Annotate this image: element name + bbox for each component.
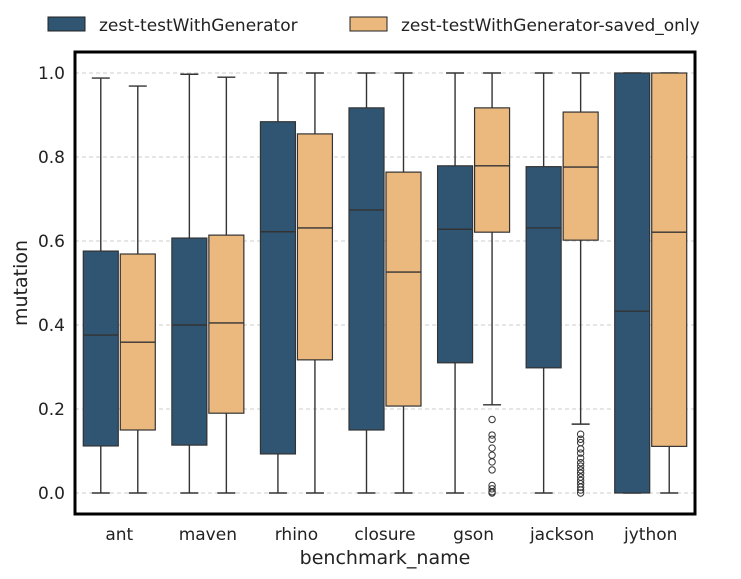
box-jackson-saved-only: [562, 72, 599, 497]
boxes: [82, 72, 688, 497]
box-closure-saved-only: [385, 72, 422, 494]
y-axis-label: mutation: [10, 240, 32, 326]
box-rhino-zest: [259, 72, 297, 494]
box-iqr: [348, 107, 385, 431]
box-iqr: [614, 72, 651, 494]
outlier-point: [576, 462, 585, 470]
outlier-point: [488, 466, 496, 474]
outlier-point: [576, 486, 585, 494]
outlier-point: [576, 466, 585, 474]
outlier-point: [488, 435, 496, 443]
box-ant-zest: [82, 77, 119, 494]
x-tick-label: maven: [179, 525, 237, 545]
x-tick-label: rhino: [275, 525, 318, 545]
y-tick-label: 0.4: [38, 316, 65, 336]
box-iqr: [296, 133, 334, 361]
outlier-point: [488, 451, 496, 459]
box-rhino-saved-only: [296, 72, 334, 494]
box-gson-zest: [436, 72, 474, 494]
x-tick-label: gson: [453, 525, 494, 545]
legend-label-zest-testWithGenerator-saved-only: zest-testWithGenerator-saved_only: [401, 16, 700, 36]
legend-swatch-zest-testWithGenerator: [47, 16, 86, 32]
box-iqr: [525, 166, 562, 369]
outlier-point: [488, 431, 496, 439]
outlier-point: [576, 445, 585, 453]
box-iqr: [436, 165, 474, 364]
x-tick-label: ant: [105, 525, 133, 545]
outlier-point: [576, 454, 585, 462]
x-tick-label: closure: [354, 525, 415, 545]
y-tick-label: 1.0: [38, 64, 65, 84]
legend: zest-testWithGenerator zest-testWithGene…: [47, 16, 700, 36]
box-maven-saved-only: [208, 76, 245, 494]
box-iqr: [562, 111, 599, 241]
x-tick-label: jython: [623, 525, 677, 545]
box-gson-saved-only: [473, 72, 511, 497]
box-iqr: [208, 234, 245, 414]
legend-swatch-zest-testWithGenerator-saved-only: [349, 16, 388, 32]
y-tick-label: 0.8: [38, 148, 65, 168]
outlier-point: [488, 415, 496, 424]
box-jython-saved-only: [651, 72, 688, 494]
box-closure-zest: [348, 72, 385, 494]
box-jython-zest: [614, 72, 651, 494]
outlier-point: [488, 458, 496, 466]
legend-label-zest-testWithGenerator: zest-testWithGenerator: [99, 16, 298, 36]
y-tick-label: 0.0: [38, 484, 65, 504]
outlier-point: [576, 435, 585, 443]
x-axis-label: benchmark_name: [300, 547, 471, 569]
outlier-point: [576, 483, 585, 491]
outlier-point: [488, 444, 496, 452]
outlier-point: [488, 485, 496, 493]
y-tick-label: 0.2: [38, 400, 65, 420]
outlier-point: [576, 459, 585, 467]
y-tick-label: 0.6: [38, 232, 65, 252]
box-iqr: [385, 171, 422, 407]
x-tick-label: jackson: [529, 525, 594, 545]
outlier-point: [576, 489, 585, 497]
box-iqr: [82, 250, 119, 447]
outlier-point: [576, 449, 585, 457]
grid-lines: [75, 72, 695, 494]
box-ant-saved-only: [119, 85, 156, 494]
outlier-point: [576, 430, 585, 438]
box-jackson-zest: [525, 72, 562, 494]
box-maven-zest: [171, 73, 208, 494]
axis-ticks: 0.0 0.2 0.4 0.6 0.8 1.0 ant maven rhino closure gs…: [38, 64, 677, 545]
box-iqr: [171, 237, 208, 446]
plot-frame: [73, 50, 697, 516]
outlier-point: [576, 469, 585, 477]
box-iqr: [259, 121, 297, 455]
box-iqr: [473, 107, 511, 233]
box-iqr: [651, 72, 688, 447]
outlier-point: [488, 489, 496, 497]
